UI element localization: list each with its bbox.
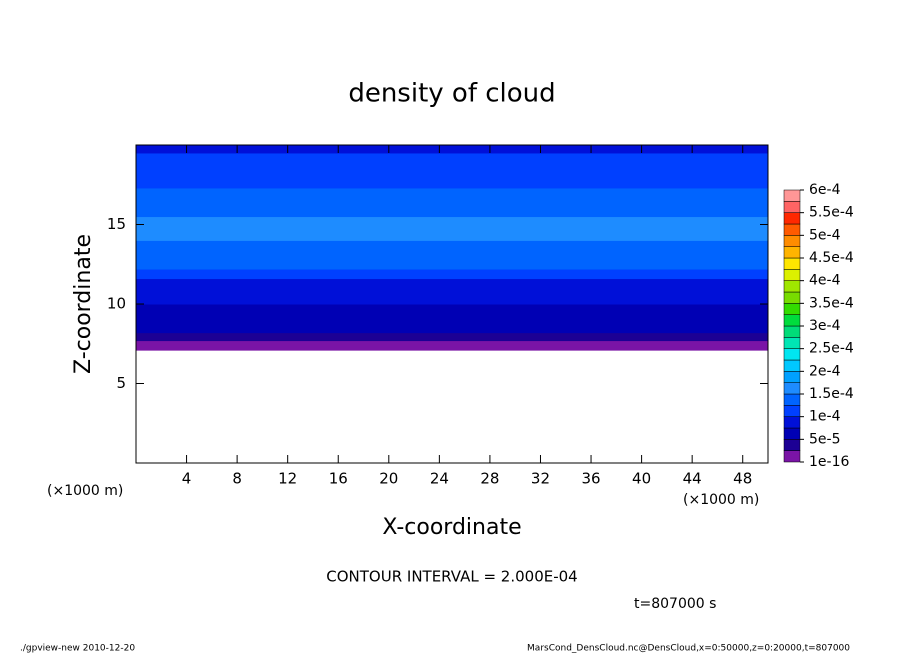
colorbar-swatch (783, 416, 801, 429)
x-tick-label: 8 (232, 470, 242, 488)
contour-band (136, 256, 768, 270)
contour-band (136, 216, 768, 241)
colorbar-swatch (783, 393, 801, 406)
colorbar-swatch (783, 280, 801, 293)
colorbar-swatch (783, 303, 801, 315)
contour-band (136, 291, 768, 305)
footer: ./gpview-new 2010-12-20 (20, 644, 135, 654)
colorbar-swatch (783, 450, 801, 463)
colorbar-label: 5e-4 (809, 227, 841, 243)
x-tick-label: 24 (430, 470, 449, 488)
x-tick-label: 48 (733, 470, 752, 488)
footer: MarsCond_DensCloud.nc@DensCloud,x=0:5000… (527, 644, 850, 654)
colorbar-label: 4e-4 (809, 273, 841, 289)
colorbar-swatch (783, 348, 801, 361)
contour-band (136, 304, 768, 316)
colorbar-swatch (783, 337, 801, 349)
colorbar-swatch (783, 291, 801, 304)
colorbar-swatch (783, 382, 801, 395)
y-tick-label: 5 (116, 374, 126, 392)
x-unit: (×1000 m) (683, 492, 759, 508)
colorbar-label: 6e-4 (809, 182, 841, 198)
x-tick-label: 16 (329, 470, 348, 488)
x-tick-label: 40 (632, 470, 651, 488)
colorbar-label: 1e-4 (809, 409, 841, 425)
x-axis-label: X-coordinate (382, 515, 521, 540)
contour-band (136, 332, 768, 342)
colorbar-swatch (783, 405, 801, 417)
y-tick-label: 10 (107, 295, 126, 313)
contour-band (136, 324, 768, 334)
colorbar-swatch (783, 325, 801, 338)
colorbar-swatch (783, 212, 801, 225)
colorbar-label: 5e-5 (809, 431, 840, 447)
colorbar-swatch (783, 439, 801, 451)
colorbar-swatch (783, 359, 801, 372)
colorbar-swatch (783, 201, 801, 213)
colorbar-swatch (783, 189, 801, 202)
x-tick-label: 36 (581, 470, 600, 488)
contour-band (136, 240, 768, 257)
colorbar-label: 2.5e-4 (809, 341, 854, 357)
colorbar-label: 3e-4 (809, 318, 841, 334)
x-tick-label: 4 (182, 470, 192, 488)
colorbar-label: 4.5e-4 (809, 250, 854, 266)
contour-band (136, 176, 768, 189)
colorbar-label: 3.5e-4 (809, 295, 854, 311)
contour-band (136, 187, 768, 202)
contour-band (136, 269, 768, 280)
annotation: t=807000 s (634, 596, 716, 612)
colorbar-swatch (783, 223, 801, 236)
annotation: CONTOUR INTERVAL = 2.000E-04 (326, 568, 577, 586)
x-tick-label: 32 (531, 470, 550, 488)
colorbar-swatch (783, 246, 801, 259)
contour-band (136, 145, 768, 154)
colorbar-swatch (783, 314, 801, 327)
colorbar-swatch (783, 371, 801, 383)
contour-band (136, 152, 768, 162)
colorbar-label: 1.5e-4 (809, 386, 854, 402)
contour-band (136, 315, 768, 326)
x-tick-label: 44 (683, 470, 702, 488)
x-tick-label: 12 (278, 470, 297, 488)
colorbar-label: 2e-4 (809, 363, 841, 379)
contour-band (136, 200, 768, 218)
colorbar-swatch (783, 235, 801, 247)
contour-band (136, 160, 768, 178)
y-tick-label: 15 (107, 215, 126, 233)
contour-band (136, 278, 768, 292)
contour-band (136, 340, 768, 351)
y-axis-label: Z-coordinate (71, 234, 96, 374)
colorbar-swatch (783, 269, 801, 281)
colorbar-label: 1e-16 (809, 454, 849, 470)
chart-title: density of cloud (348, 79, 555, 109)
colorbar-label: 5.5e-4 (809, 205, 854, 221)
colorbar-swatch (783, 427, 801, 440)
y-unit: (×1000 m) (47, 483, 123, 499)
x-tick-label: 28 (480, 470, 499, 488)
colorbar-swatch (783, 257, 801, 270)
x-tick-label: 20 (379, 470, 398, 488)
